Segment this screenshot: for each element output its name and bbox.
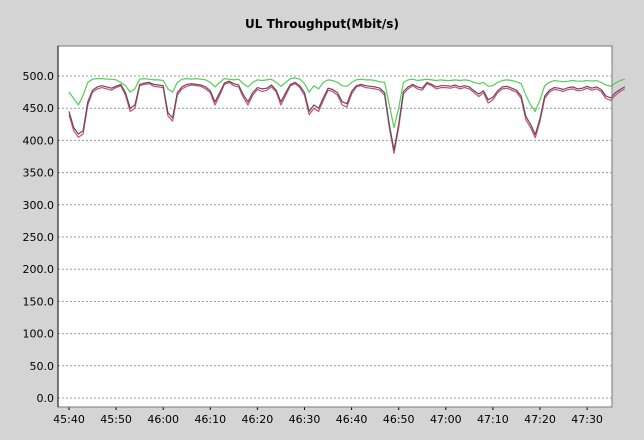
x-tick-label: 46:10 (194, 413, 226, 426)
x-tick-label: 45:50 (100, 413, 132, 426)
x-tick-label: 46:30 (289, 413, 321, 426)
y-tick-label: 350.0 (23, 167, 55, 180)
x-tick-label: 47:30 (571, 413, 603, 426)
y-tick-label: 200.0 (23, 263, 55, 276)
y-tick-label: 100.0 (23, 328, 55, 341)
y-tick-label: 50.0 (30, 360, 55, 373)
y-tick-label: 450.0 (23, 102, 55, 115)
x-tick-label: 46:20 (242, 413, 274, 426)
series-line-1 (68, 77, 625, 129)
x-tick-label: 46:40 (336, 413, 368, 426)
y-tick-label: 500.0 (23, 70, 55, 83)
x-tick-label: 47:00 (430, 413, 462, 426)
series-layer (68, 77, 626, 154)
y-tick-label: 250.0 (23, 231, 55, 244)
x-tick-label: 47:20 (524, 413, 556, 426)
y-tick-label: 300.0 (23, 199, 55, 212)
series-line-3 (68, 80, 626, 151)
y-tick-label: 150.0 (23, 295, 55, 308)
series-line-2 (68, 81, 626, 154)
plot-area (58, 46, 612, 407)
chart-title: UL Throughput(Mbit/s) (245, 17, 399, 31)
y-tick-label: 400.0 (23, 134, 55, 147)
grid-layer (58, 75, 612, 399)
y-tick-label: 0.0 (37, 392, 55, 405)
x-tick-label: 47:10 (477, 413, 509, 426)
x-tick-label: 46:50 (383, 413, 415, 426)
x-tick-label: 45:40 (53, 413, 85, 426)
x-tick-label: 46:00 (147, 413, 179, 426)
axis-layer: 0.0 50.0 100.0 150.0 200.0 250.0 300.0 350.0 400… (23, 45, 613, 426)
